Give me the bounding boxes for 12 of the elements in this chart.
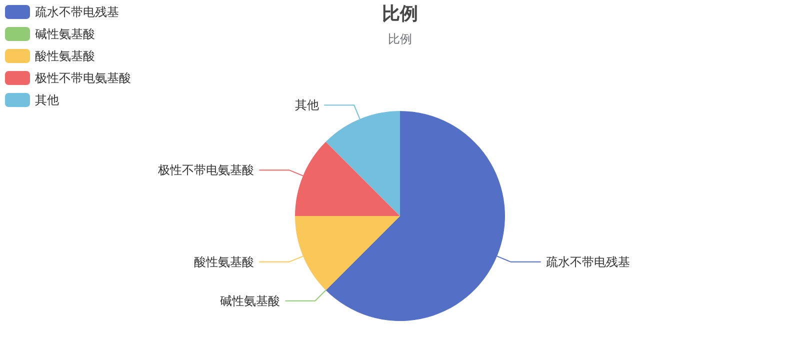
slice-label: 极性不带电氨基酸: [157, 163, 254, 178]
text: 比例: [388, 32, 412, 46]
slice-label: 疏水不带电残基: [546, 254, 630, 269]
category-label: 碱性氨基酸: [220, 294, 280, 308]
legend-label: 其他: [35, 93, 59, 107]
legend-label: 极性不带电氨基酸: [34, 71, 131, 85]
legend-label: 疏水不带电残基: [35, 5, 119, 19]
chart-title: 比例: [382, 4, 418, 24]
slice-label: 酸性氨基酸: [194, 254, 254, 269]
slice-label: 其他: [295, 98, 320, 112]
legend-label: 酸性氨基酸: [35, 49, 95, 63]
legend-label: 碱性氨基酸: [35, 27, 95, 41]
